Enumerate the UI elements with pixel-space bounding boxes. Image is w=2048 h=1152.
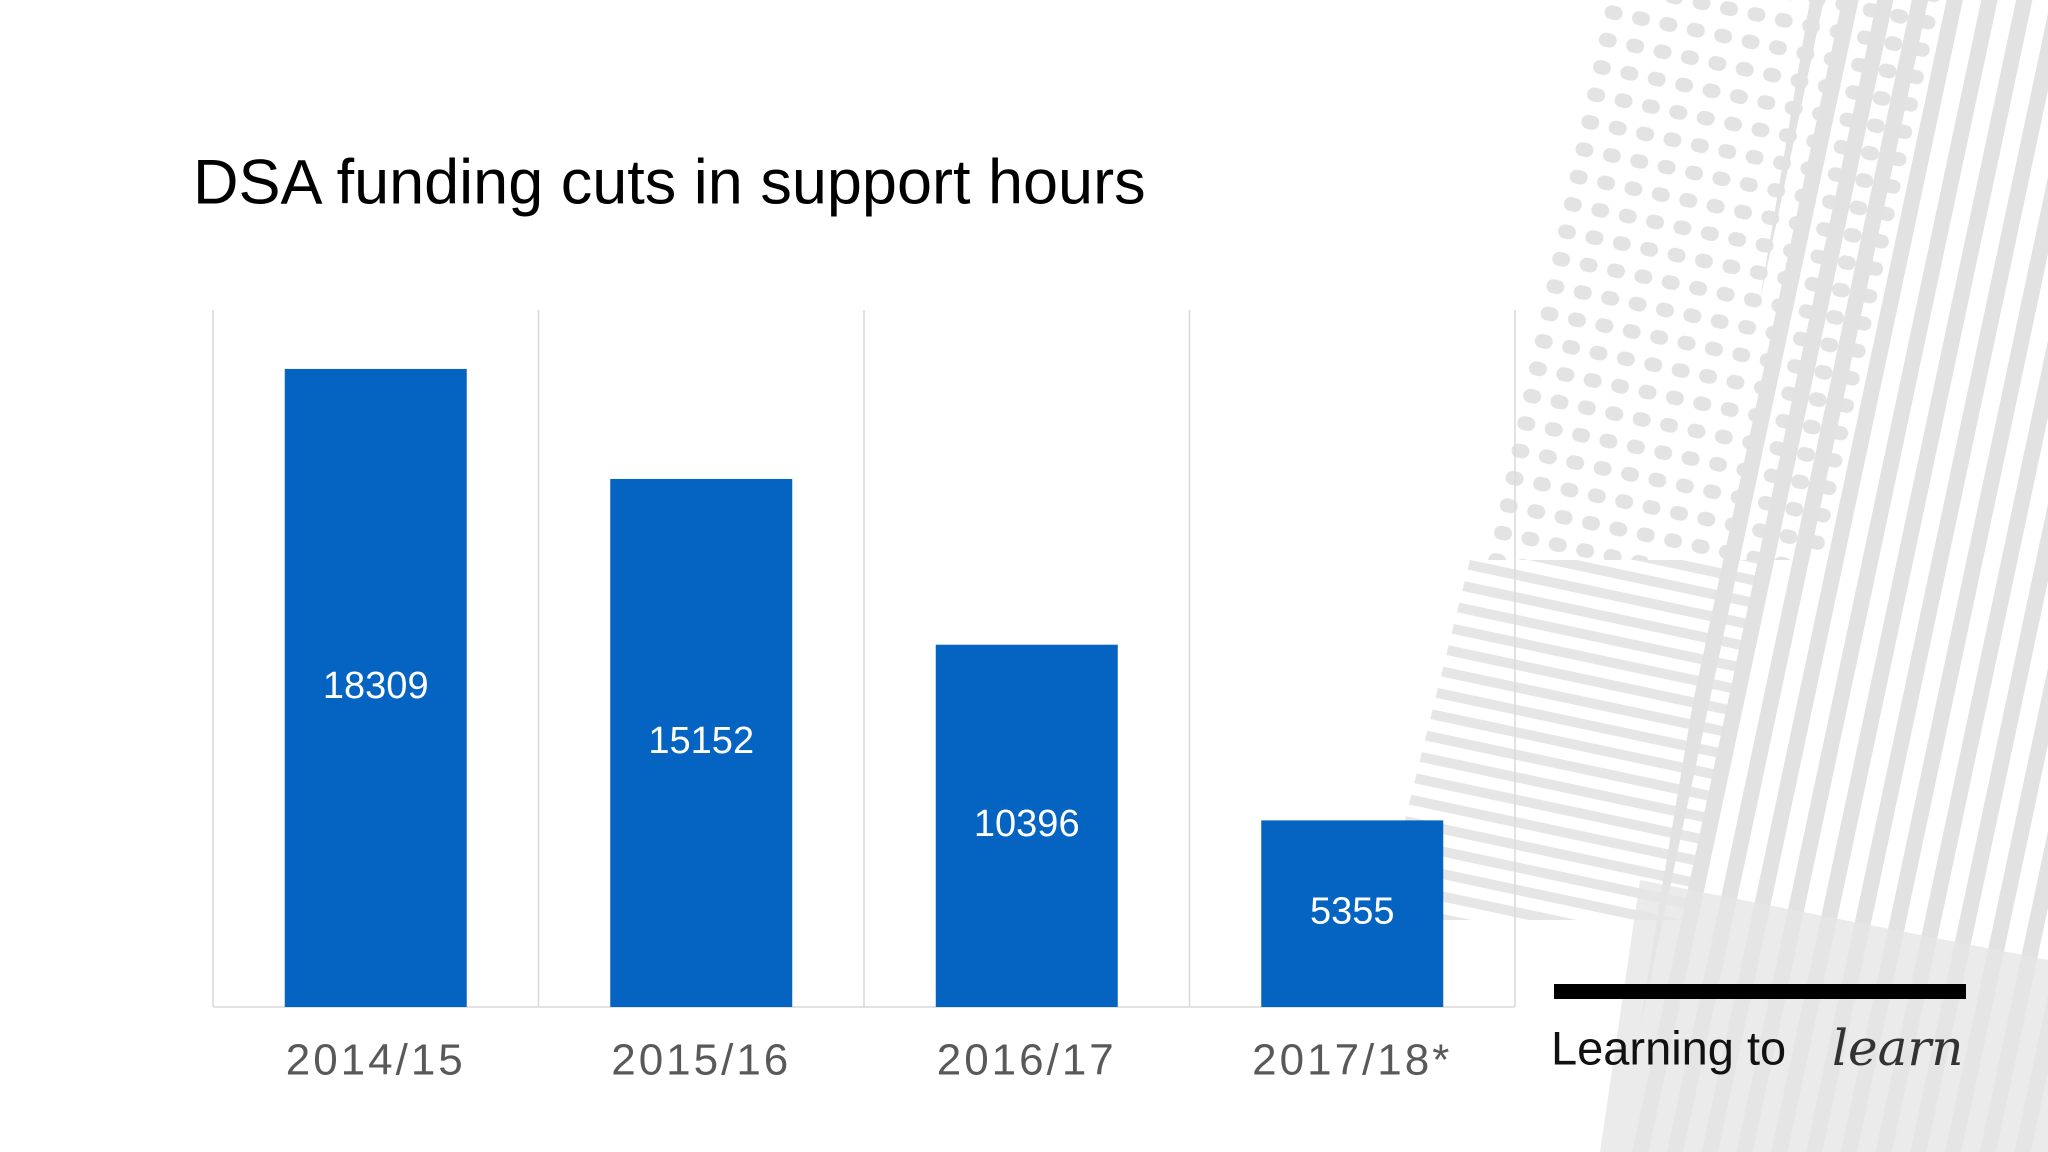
bar	[610, 478, 793, 1008]
chart-title: DSA funding cuts in support hours	[193, 148, 1146, 218]
background-pattern	[1380, 0, 2048, 1152]
logo-text: Learning to	[1551, 1021, 1786, 1074]
plot-area: 2014/15 18309 2015/16 15152 2016/17 10396 2017…	[212, 310, 1516, 1085]
x-tick-label: 2014/15	[286, 1036, 466, 1085]
x-tick-label: 2017/18*	[1252, 1036, 1452, 1085]
bar	[284, 368, 467, 1007]
bar	[935, 644, 1118, 1007]
logo-script: learn	[1832, 1019, 1964, 1077]
value-label: 10396	[974, 803, 1080, 845]
value-label: 15152	[648, 720, 754, 762]
value-label: 5355	[1310, 891, 1395, 933]
value-label: 18309	[323, 665, 429, 707]
x-tick-label: 2016/17	[937, 1036, 1117, 1085]
logo: Learning to learn	[1551, 984, 1966, 1077]
logo-bar	[1554, 984, 1966, 999]
bar	[1261, 820, 1444, 1007]
x-tick-label: 2015/16	[611, 1036, 791, 1085]
